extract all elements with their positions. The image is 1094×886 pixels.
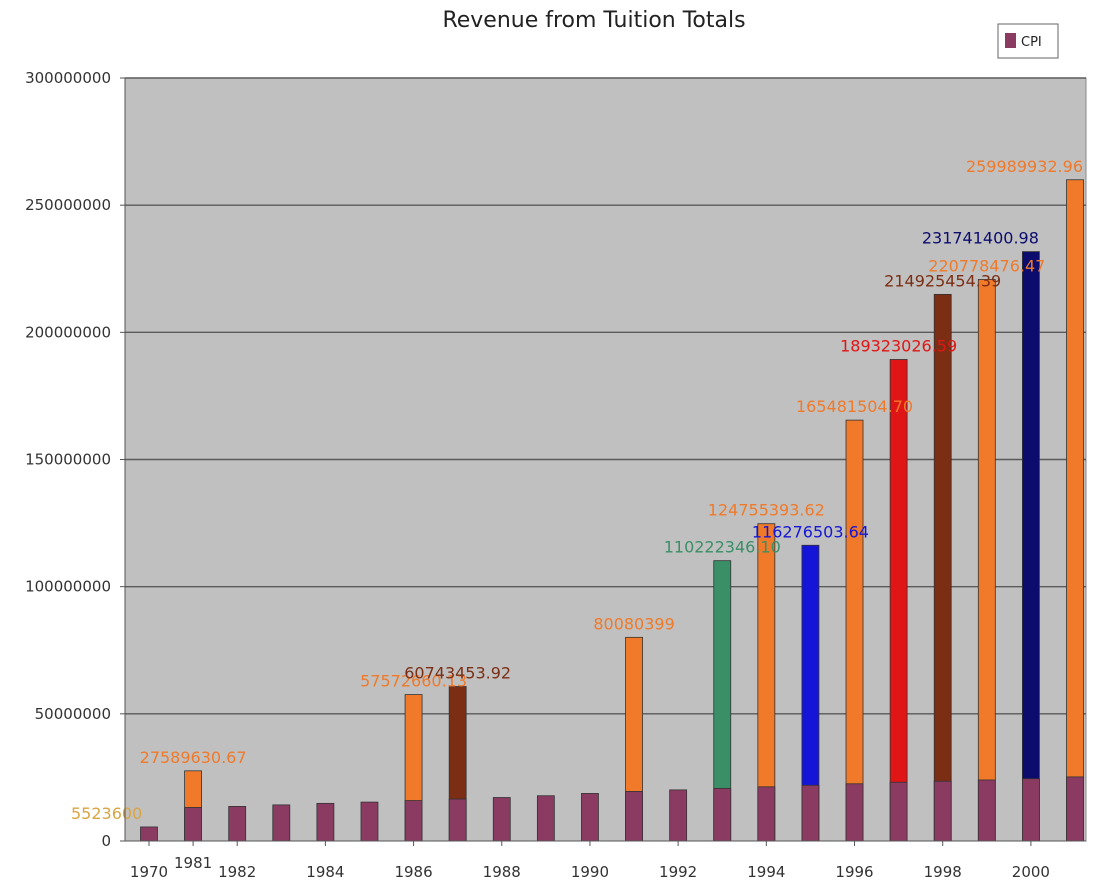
data-labels: 5523600 27589630.67 57572660.1360743453.92… [71, 157, 1083, 823]
bar-cpi-1992 [669, 789, 688, 842]
bar-cpi-1981 [184, 807, 202, 842]
bar-cpi-2000 [1022, 778, 1040, 842]
bar-cpi-2001 [1066, 776, 1084, 842]
y-axis-tick-labels: 0 50000000 100000000 150000000 200000000 2500… [25, 69, 111, 850]
legend-label-cpi: CPI [1021, 35, 1042, 50]
bar-total-1998 [933, 293, 952, 842]
data-label-1981: 27589630.67 [140, 748, 247, 767]
y-tick-label: 200000000 [25, 323, 111, 341]
bar-total-1999 [977, 279, 996, 842]
bar-cpi-1988 [492, 797, 511, 842]
bar-cpi-1993 [713, 787, 732, 842]
x-tick-label: 1996 [835, 863, 873, 881]
data-label-1987: 60743453.92 [404, 664, 511, 683]
legend: CPI [997, 23, 1059, 59]
data-label-1996: 165481504.70 [796, 397, 913, 416]
y-tick-label: 100000000 [25, 578, 111, 596]
bar-cpi-1982 [228, 806, 247, 842]
x-tick-label: 1984 [306, 863, 344, 881]
y-tick-label: 250000000 [25, 196, 111, 214]
x-tick-label: 1970 [130, 863, 168, 881]
chart-title: Revenue from Tuition Totals [442, 8, 745, 33]
gridlines [120, 77, 1086, 842]
bar-cpi-1983 [272, 804, 291, 842]
bar-cpi-1987 [448, 798, 467, 842]
bar-total-1996 [845, 419, 864, 842]
data-label-1995: 116276503.64 [752, 522, 869, 541]
y-tick-label: 300000000 [25, 69, 111, 87]
bar-total-1997 [889, 359, 908, 842]
x-axis-tick-labels: 1970 1981 1982 1984 1986 1988 1990 1992 1994 1996… [130, 841, 1050, 881]
data-label-1986: 57572660.13 [360, 672, 467, 691]
bar-cpi-1985 [360, 801, 379, 842]
data-label-1970: 5523600 [71, 804, 142, 823]
bar-cpi-1997 [889, 781, 908, 842]
x-tick-label: 1998 [924, 863, 962, 881]
data-label-2000: 231741400.98 [922, 229, 1039, 248]
data-label-1998: 214925454.39 [884, 271, 1001, 290]
y-tick-label: 150000000 [25, 451, 111, 469]
data-label-2001: 259989932.96 [966, 157, 1083, 176]
bar-cpi-1991 [625, 791, 643, 842]
y-tick-label: 50000000 [35, 705, 111, 723]
data-label-1993: 110222346.10 [664, 538, 781, 557]
bar-total-2000 [1022, 251, 1040, 842]
data-label-1999: 220778476.47 [928, 256, 1045, 275]
bar-cpi-1996 [845, 783, 864, 842]
x-tick-label: 2000 [1012, 863, 1050, 881]
bar-cpi-1990 [581, 793, 599, 842]
x-tick-label: 1988 [483, 863, 521, 881]
x-tick-label: 1981 [174, 854, 212, 872]
legend-swatch-cpi [1005, 33, 1016, 48]
bar-cpi-1970 [140, 826, 158, 842]
x-tick-label: 1982 [218, 863, 256, 881]
x-tick-label: 1990 [571, 863, 609, 881]
x-tick-label: 1992 [659, 863, 697, 881]
y-tick-label: 0 [101, 832, 111, 850]
bar-cpi-1989 [536, 795, 555, 842]
bar-total-2001 [1066, 179, 1084, 842]
x-tick-label: 1994 [747, 863, 785, 881]
bar-cpi-1984 [316, 802, 335, 842]
bar-cpi-1999 [977, 779, 996, 842]
bar-cpi-1986 [404, 800, 423, 842]
data-label-1994: 124755393.62 [708, 501, 825, 520]
bar-cpi-1998 [933, 780, 952, 842]
bar-cpi-1994 [757, 786, 776, 842]
x-tick-label: 1986 [394, 863, 432, 881]
data-label-1991: 80080399 [593, 614, 674, 633]
bar-cpi-1995 [801, 784, 820, 842]
data-label-1997: 189323026.59 [840, 336, 957, 355]
